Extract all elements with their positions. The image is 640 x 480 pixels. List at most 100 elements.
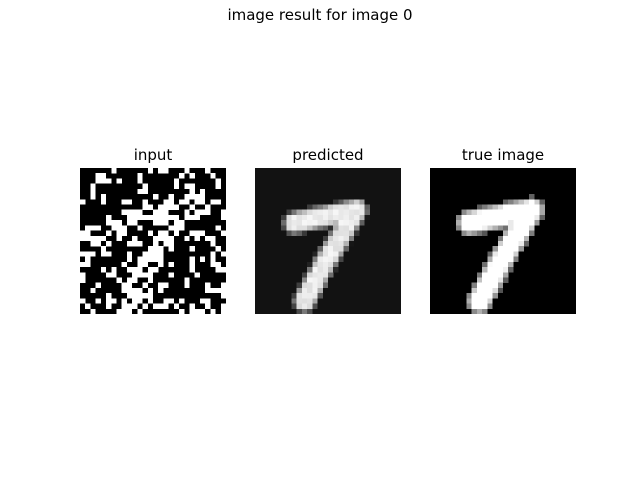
pixel	[333, 256, 339, 262]
pixel	[90, 183, 96, 189]
pixel	[80, 298, 86, 304]
pixel	[210, 199, 216, 205]
pixel	[158, 282, 164, 289]
pixel	[307, 298, 313, 304]
pixel	[220, 287, 226, 294]
pixel	[317, 293, 323, 299]
pixel	[328, 204, 334, 210]
pixel	[322, 246, 329, 252]
pixel	[492, 293, 498, 299]
pixel	[199, 209, 206, 216]
pixel	[85, 251, 91, 257]
pixel	[338, 256, 344, 262]
pixel	[220, 282, 226, 289]
predicted-panel: predicted	[255, 146, 401, 314]
pixel	[338, 204, 344, 210]
pixel	[179, 308, 185, 314]
pixel	[116, 220, 122, 226]
pixel	[142, 282, 148, 289]
pixel	[215, 261, 221, 268]
predicted-title: predicted	[292, 146, 364, 164]
pixel	[518, 241, 524, 247]
pixel	[121, 287, 128, 294]
pixel	[471, 308, 478, 314]
figure-title: image result for image 0	[227, 6, 413, 24]
pixel	[95, 225, 101, 231]
pixel	[461, 230, 467, 236]
true-image	[430, 168, 576, 314]
pixel	[343, 220, 349, 226]
pixel	[492, 209, 498, 216]
pixel	[210, 308, 216, 314]
pixel	[199, 188, 206, 195]
pixel	[322, 225, 329, 231]
pixel	[168, 214, 174, 221]
pixel	[307, 220, 313, 226]
pixel	[333, 230, 339, 236]
pixel	[354, 214, 360, 221]
pixel	[529, 225, 535, 231]
pixel	[215, 267, 221, 273]
pixel	[126, 277, 133, 283]
pixel	[322, 272, 329, 278]
pixel	[307, 204, 313, 210]
pixel	[328, 214, 334, 221]
pixel	[142, 204, 148, 210]
pixel	[503, 204, 509, 210]
pixel	[147, 246, 154, 252]
pixel	[471, 214, 478, 221]
pixel	[90, 287, 96, 294]
pixel	[461, 225, 467, 231]
pixel	[301, 287, 308, 294]
pixel	[106, 220, 112, 226]
pixel	[312, 282, 318, 289]
pixel	[328, 272, 334, 278]
pixel	[137, 267, 143, 273]
pixel	[364, 204, 370, 210]
pixel	[291, 214, 297, 221]
pixel	[471, 225, 478, 231]
pixel	[142, 256, 148, 262]
pixel	[158, 214, 164, 221]
pixel	[539, 204, 545, 210]
pixel	[132, 214, 138, 221]
pixel	[158, 235, 164, 242]
pixel	[312, 220, 318, 226]
pixel	[179, 298, 185, 304]
input-panel: input	[80, 146, 226, 314]
pixel	[492, 282, 498, 289]
pixel	[466, 293, 472, 299]
pixel	[456, 214, 462, 221]
pixel	[100, 199, 107, 205]
pixel	[317, 282, 323, 289]
pixel	[163, 298, 169, 304]
pixel	[476, 209, 483, 216]
pixel	[106, 251, 112, 257]
pixel	[173, 220, 180, 226]
pixel	[503, 277, 509, 283]
pixel	[476, 308, 483, 314]
pixel	[503, 199, 509, 205]
pixel	[508, 261, 514, 268]
pixel	[121, 298, 128, 304]
pixel	[121, 199, 128, 205]
pixel	[312, 225, 318, 231]
pixel	[317, 267, 323, 273]
pixel	[153, 303, 159, 309]
pixel	[343, 199, 349, 205]
pixel	[534, 199, 540, 205]
pixel	[111, 220, 117, 226]
pixel	[476, 225, 483, 231]
pixel	[215, 199, 221, 205]
pixel	[215, 178, 221, 184]
pixel	[301, 225, 308, 231]
pixel	[513, 214, 519, 221]
pixel	[168, 298, 174, 304]
pixel	[476, 303, 483, 309]
pixel	[354, 209, 360, 216]
pixel	[137, 209, 143, 216]
pixel	[466, 220, 472, 226]
pixel	[492, 277, 498, 283]
pixel	[90, 225, 96, 231]
pixel	[503, 235, 509, 242]
